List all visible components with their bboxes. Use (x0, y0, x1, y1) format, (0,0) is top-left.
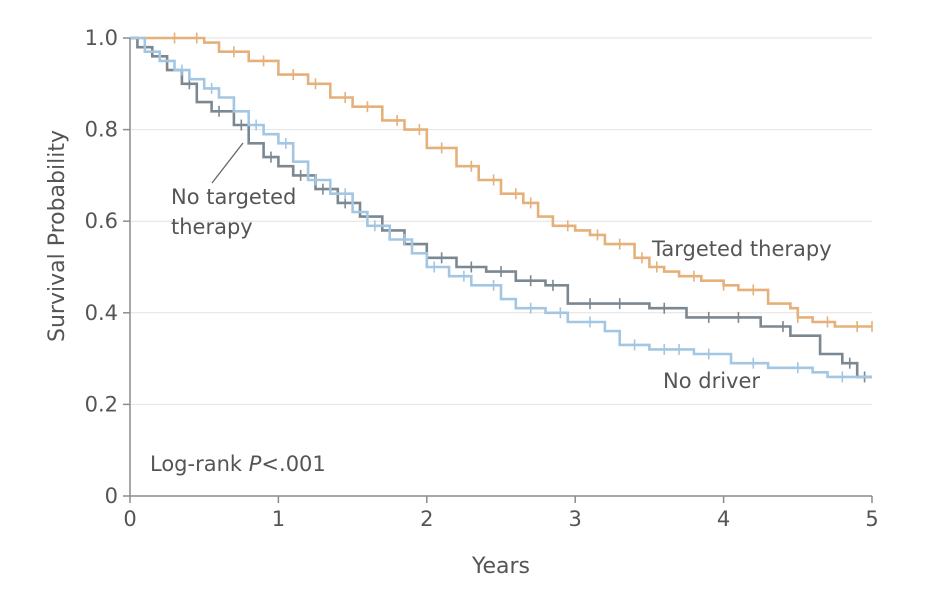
y-tick-label-5: 1.0 (85, 26, 118, 50)
log-rank-value: <.001 (261, 452, 325, 476)
x-tick-label-3: 3 (569, 507, 582, 531)
y-tick-label-4: 0.8 (85, 118, 118, 142)
x-tick-label-2: 2 (420, 507, 433, 531)
series-label-targeted-therapy: Targeted therapy (651, 237, 832, 261)
axes: 0 0.2 0.4 0.6 0.8 1.0 0 1 2 3 4 5 (85, 26, 879, 531)
x-tick-label-4: 4 (717, 507, 730, 531)
series-label-no-targeted-therapy-line2: therapy (171, 215, 253, 239)
series-targeted-therapy (130, 32, 873, 333)
series-line-targeted-therapy (130, 36, 872, 328)
y-axis-title: Survival Probability (45, 130, 70, 342)
gridlines (130, 37, 872, 405)
x-axis-title: Years (471, 554, 530, 579)
x-tick-label-0: 0 (123, 507, 136, 531)
series-layer (130, 32, 873, 383)
no-targeted-therapy-leader (211, 142, 244, 184)
y-tick-label-1: 0.2 (85, 392, 118, 416)
series-no-targeted-therapy (130, 36, 872, 383)
y-tick-label-3: 0.6 (85, 209, 118, 233)
series-label-no-targeted-therapy: No targeted therapy (171, 185, 296, 239)
x-tick-label-5: 5 (865, 507, 878, 531)
log-rank-prefix: Log-rank (150, 452, 249, 476)
labels: Survival Probability Years Log-rank P<.0… (45, 130, 832, 579)
log-rank-p: P (249, 452, 262, 476)
y-tick-label-2: 0.4 (85, 301, 118, 325)
series-line-no-targeted-therapy (130, 36, 872, 379)
series-no-driver (130, 36, 872, 383)
series-label-no-driver: No driver (663, 369, 760, 393)
y-tick-label-0: 0 (105, 484, 118, 508)
series-line-no-driver (130, 36, 872, 379)
log-rank-annotation: Log-rank P<.001 (150, 452, 326, 476)
x-tick-label-1: 1 (272, 507, 285, 531)
series-label-no-targeted-therapy-line1: No targeted (171, 185, 296, 209)
